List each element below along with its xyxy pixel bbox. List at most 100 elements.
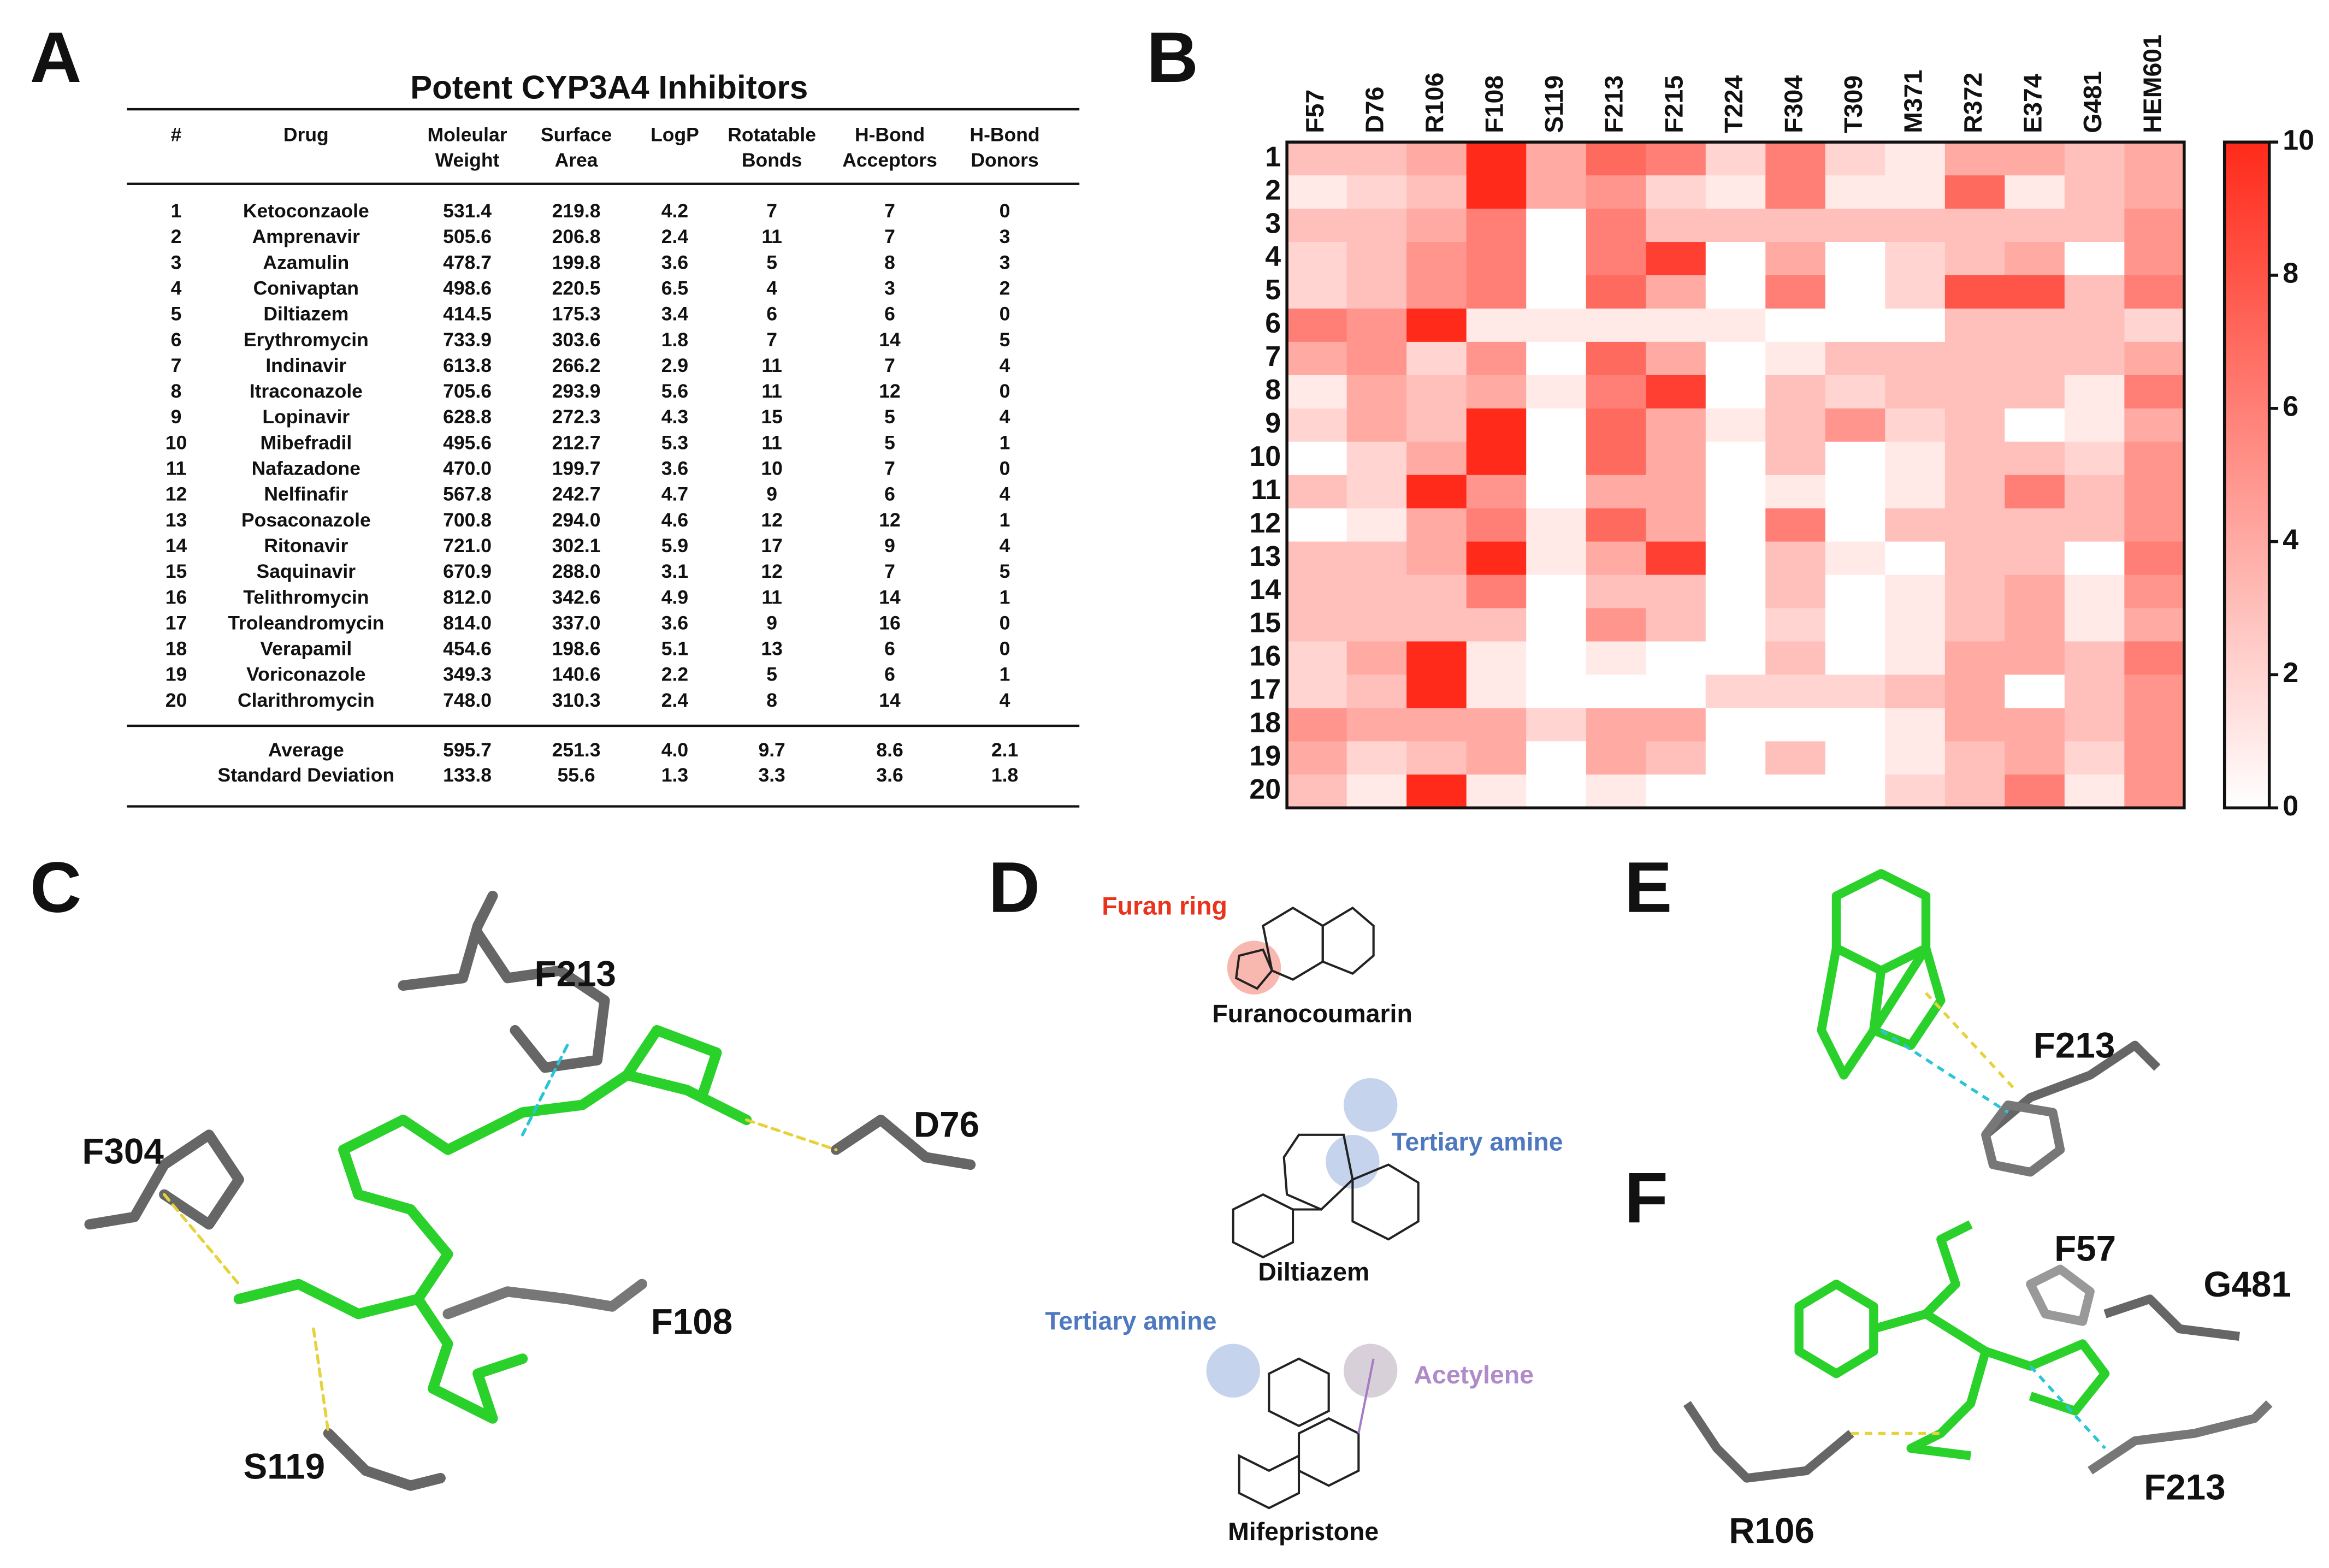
- table-cell: 9: [766, 483, 777, 505]
- column-header: Area: [555, 149, 598, 171]
- heat-cell: [2064, 575, 2125, 609]
- heat-cell: [1586, 441, 1647, 476]
- heat-cell: [1406, 408, 1467, 442]
- table-cell: 14: [165, 535, 187, 557]
- heat-cell: [1586, 741, 1647, 776]
- heat-cell: [1825, 242, 1886, 276]
- heat-cell: [1287, 708, 1347, 742]
- heat-cell: [2064, 708, 2125, 742]
- table-cell: 9: [884, 535, 895, 557]
- heat-cell: [1944, 175, 2006, 209]
- residue-label: F108: [651, 1301, 733, 1341]
- y-tick-label: 6: [1265, 307, 1281, 339]
- heat-cell: [2124, 508, 2185, 542]
- column-header: Rotatable: [728, 124, 816, 146]
- heat-cell: [2005, 242, 2065, 276]
- heat-cell: [1586, 641, 1647, 676]
- table-cell: 5.9: [661, 535, 688, 557]
- heat-cell: [2124, 175, 2185, 209]
- heat-cell: [1825, 641, 1886, 676]
- x-tick-label: S119: [1540, 75, 1568, 133]
- table-cell: 0: [1000, 303, 1010, 325]
- heat-cell: [2005, 541, 2065, 576]
- table-cell: Telithromycin: [243, 586, 369, 608]
- heat-cell: [1646, 142, 1706, 176]
- table-cell: 13: [165, 509, 187, 531]
- heat-cell: [1466, 741, 1527, 776]
- table-cell: Voriconazole: [246, 664, 365, 685]
- table-cell: 505.6: [443, 226, 492, 247]
- heat-cell: [1526, 641, 1587, 676]
- heat-cell: [1944, 275, 2006, 309]
- heat-cell: [1586, 475, 1647, 509]
- heat-cell: [1346, 408, 1407, 442]
- heat-cell: [1944, 674, 2006, 709]
- heat-cell: [1466, 308, 1527, 342]
- heat-cell: [2124, 608, 2185, 642]
- heat-cell: [1646, 508, 1706, 542]
- table-cell: 2.2: [661, 664, 688, 685]
- table-cell: 140.6: [552, 664, 601, 685]
- heat-cell: [1944, 541, 2006, 576]
- heat-cell: [1705, 341, 1766, 376]
- table-cell: 5.3: [661, 431, 688, 453]
- y-tick-label: 4: [1265, 241, 1281, 273]
- heat-cell: [1466, 641, 1527, 676]
- heat-cell: [2005, 774, 2065, 809]
- heat-cell: [1406, 608, 1467, 642]
- annotation: Tertiary amine: [1391, 1127, 1563, 1156]
- y-tick-label: 7: [1265, 341, 1281, 372]
- table-cell: 1: [1000, 664, 1010, 685]
- table-cell: 8: [766, 689, 777, 711]
- y-tick-label: 11: [1251, 474, 1281, 506]
- heat-cell: [1526, 308, 1587, 342]
- table-cell: 7: [884, 354, 895, 376]
- table-cell: 5: [884, 431, 895, 453]
- table-cell: 721.0: [443, 535, 492, 557]
- heat-cell: [2064, 674, 2125, 709]
- heat-cell: [1885, 142, 1946, 176]
- heat-cell: [1944, 641, 2006, 676]
- heat-cell: [2124, 408, 2185, 442]
- heat-cell: [1406, 341, 1467, 376]
- table-cell: Azamulin: [263, 251, 349, 273]
- table-cell: 3.6: [661, 612, 688, 634]
- heat-cell: [1586, 674, 1647, 709]
- table-cell: 206.8: [552, 226, 601, 247]
- heat-cell: [1944, 475, 2006, 509]
- column-header: Acceptors: [842, 149, 937, 171]
- heat-cell: [1885, 641, 1946, 676]
- y-tick-label: 8: [1265, 374, 1281, 406]
- summary-cell: 55.6: [558, 764, 595, 786]
- heat-cell: [2005, 175, 2065, 209]
- heat-cell: [1287, 375, 1347, 409]
- table-cell: 414.5: [443, 303, 492, 325]
- heat-cell: [1646, 708, 1706, 742]
- heat-cell: [2124, 774, 2185, 809]
- heatmap-panel: F57 D76 R106 F108 S119 F213 F215 T224 F304 T309 M3…: [1249, 34, 2314, 822]
- y-tick-label: 3: [1265, 208, 1281, 239]
- table-cell: 2: [171, 226, 182, 247]
- heat-cell: [1586, 408, 1647, 442]
- heat-cell: [1346, 575, 1407, 609]
- heat-cell: [1885, 209, 1946, 242]
- heat-cell: [1765, 541, 1826, 576]
- heat-cell: [1944, 508, 2006, 542]
- table-cell: 10: [165, 431, 187, 453]
- heat-cell: [2064, 142, 2125, 176]
- heat-cell: [1646, 774, 1706, 809]
- heat-cell: [1287, 242, 1347, 276]
- residue-label: S119: [244, 1446, 326, 1486]
- heat-cell: [1406, 375, 1467, 409]
- table-cell: 242.7: [552, 483, 601, 505]
- table-cell: 19: [165, 664, 187, 685]
- heat-cell: [1944, 408, 2006, 442]
- heat-cell: [1346, 508, 1407, 542]
- table-cell: 212.7: [552, 431, 601, 453]
- heat-cell: [1406, 275, 1467, 309]
- table-cell: 7: [884, 458, 895, 480]
- heat-cell: [2124, 541, 2185, 576]
- table-cell: 272.3: [552, 406, 601, 428]
- heat-cell: [1944, 142, 2006, 176]
